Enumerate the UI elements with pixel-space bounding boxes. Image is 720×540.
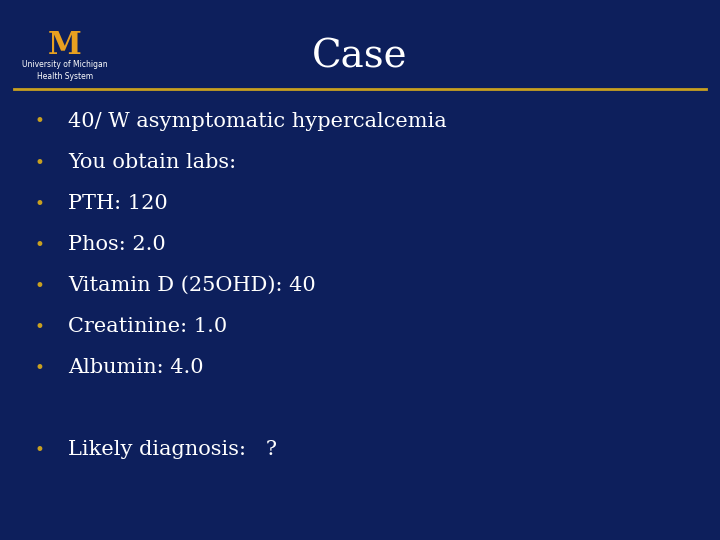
Text: •: • xyxy=(35,194,45,213)
Text: Albumin: 4.0: Albumin: 4.0 xyxy=(68,358,204,377)
Text: Phos: 2.0: Phos: 2.0 xyxy=(68,235,166,254)
Text: •: • xyxy=(35,359,45,377)
Text: You obtain labs:: You obtain labs: xyxy=(68,153,237,172)
Text: Vitamin D (25OHD): 40: Vitamin D (25OHD): 40 xyxy=(68,276,316,295)
Text: •: • xyxy=(35,441,45,459)
Text: Likely diagnosis:   ?: Likely diagnosis: ? xyxy=(68,440,277,460)
Text: 40/ W asymptomatic hypercalcemia: 40/ W asymptomatic hypercalcemia xyxy=(68,112,447,131)
Text: PTH: 120: PTH: 120 xyxy=(68,194,168,213)
Text: Case: Case xyxy=(312,38,408,75)
Text: M: M xyxy=(48,30,81,62)
Text: •: • xyxy=(35,276,45,295)
Text: •: • xyxy=(35,235,45,254)
Text: •: • xyxy=(35,153,45,172)
Text: •: • xyxy=(35,318,45,336)
Text: Creatinine: 1.0: Creatinine: 1.0 xyxy=(68,317,228,336)
Text: University of Michigan
Health System: University of Michigan Health System xyxy=(22,60,107,81)
Text: •: • xyxy=(35,112,45,131)
